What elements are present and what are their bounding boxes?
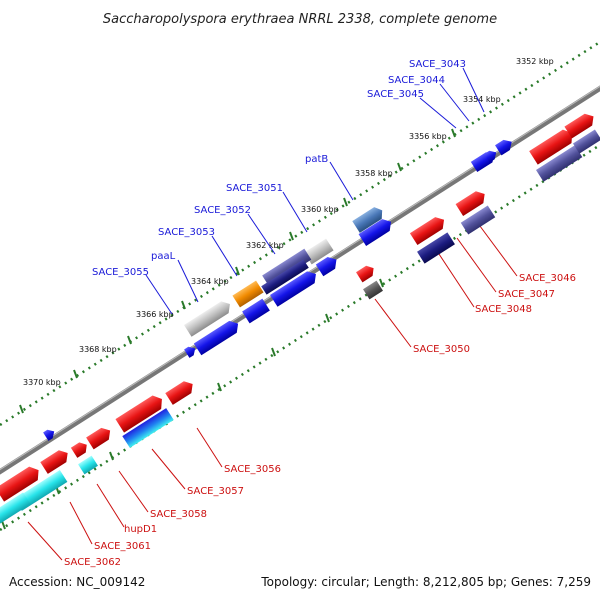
bottom-leader-lines	[27, 217, 518, 561]
gene-arrow[interactable]	[86, 425, 114, 450]
gene-label-sace-3053[interactable]: SACE_3053	[158, 227, 215, 238]
gene-label-paal[interactable]: paaL	[151, 251, 176, 262]
gene-block[interactable]	[0, 492, 31, 526]
gene-arrow[interactable]	[484, 148, 499, 163]
gene-block[interactable]	[261, 259, 309, 295]
upper-gene-track	[43, 137, 515, 441]
lower-gene-track	[0, 110, 600, 526]
gene-arrow[interactable]	[564, 110, 597, 139]
genome-title: Saccharopolyspora erythraea NRRL 2338, c…	[103, 12, 497, 27]
gene-label-sace-3048[interactable]: SACE_3048	[475, 304, 532, 315]
tick-label: 3364 kbp	[191, 277, 229, 286]
tick-label: 3354 kbp	[463, 95, 501, 104]
gene-block[interactable]	[572, 129, 600, 154]
gene-arrow[interactable]	[356, 263, 377, 283]
gene-label-sace-3044[interactable]: SACE_3044	[388, 75, 445, 86]
gene-block[interactable]	[232, 280, 264, 308]
accession-text: Accession: NC_009142	[9, 575, 145, 589]
gene-block[interactable]	[242, 298, 270, 324]
inner-dotted-track	[0, 143, 600, 532]
gene-arrow[interactable]	[184, 344, 198, 358]
gene-arrow[interactable]	[43, 427, 57, 441]
gene-block[interactable]	[78, 455, 98, 475]
gene-label-sace-3043[interactable]: SACE_3043	[409, 59, 466, 70]
gene-arrow[interactable]	[409, 214, 448, 246]
gene-arrow[interactable]	[529, 126, 576, 165]
gene-label-sace-3047[interactable]: SACE_3047	[498, 289, 555, 300]
gene-arrow[interactable]	[455, 188, 489, 216]
tick-label: 3366 kbp	[136, 310, 174, 319]
tick-label: 3362 kbp	[246, 241, 284, 250]
gene-arrow[interactable]	[165, 378, 196, 405]
gene-arrow[interactable]	[0, 463, 43, 502]
gene-label-sace-3058[interactable]: SACE_3058	[150, 509, 207, 520]
gene-label-sace-3061[interactable]: SACE_3061	[94, 541, 151, 552]
tick-label: 3356 kbp	[409, 132, 447, 141]
tick-label: 3352 kbp	[516, 57, 554, 66]
gene-arrow[interactable]	[193, 318, 242, 356]
gene-label-sace-3045[interactable]: SACE_3045	[367, 89, 424, 100]
top-leader-lines	[145, 67, 485, 315]
gene-block[interactable]	[363, 280, 383, 300]
gene-label-sace-3055[interactable]: SACE_3055	[92, 267, 149, 278]
gene-label-sace-3050[interactable]: SACE_3050	[413, 344, 470, 355]
gene-label-sace-3051[interactable]: SACE_3051	[226, 183, 283, 194]
gene-block[interactable]	[304, 238, 334, 265]
tick-label: 3358 kbp	[355, 169, 393, 178]
tick-label: 3360 kbp	[301, 205, 339, 214]
gene-arrow[interactable]	[183, 298, 234, 337]
gene-label-sace-3056[interactable]: SACE_3056	[224, 464, 281, 475]
gene-arrow[interactable]	[495, 137, 515, 156]
gene-arrow[interactable]	[40, 447, 71, 474]
genome-summary-text: Topology: circular; Length: 8,212,805 bp…	[260, 575, 591, 589]
gene-arrow[interactable]	[358, 216, 395, 246]
gene-block[interactable]	[122, 408, 174, 448]
gene-block[interactable]	[417, 232, 455, 264]
gene-arrow[interactable]	[115, 392, 166, 433]
outer-dotted-track	[0, 40, 600, 427]
tick-label: 3370 kbp	[23, 378, 61, 387]
gene-label-sace-3046[interactable]: SACE_3046	[519, 273, 576, 284]
tick-label: 3368 kbp	[79, 345, 117, 354]
gene-label-sace-3052[interactable]: SACE_3052	[194, 205, 251, 216]
gene-block[interactable]	[535, 145, 583, 182]
gene-label-sace-3062[interactable]: SACE_3062	[64, 557, 121, 568]
gene-label-hupd1[interactable]: hupD1	[124, 524, 157, 535]
gene-arrow[interactable]	[315, 254, 340, 277]
gene-block[interactable]	[262, 248, 312, 287]
gene-block[interactable]	[460, 205, 496, 235]
gene-label-patb[interactable]: patB	[305, 154, 328, 165]
gene-arrow[interactable]	[352, 204, 386, 233]
gene-arrow[interactable]	[70, 440, 90, 458]
gene-label-sace-3057[interactable]: SACE_3057	[187, 486, 244, 497]
gene-arrow[interactable]	[269, 268, 320, 307]
